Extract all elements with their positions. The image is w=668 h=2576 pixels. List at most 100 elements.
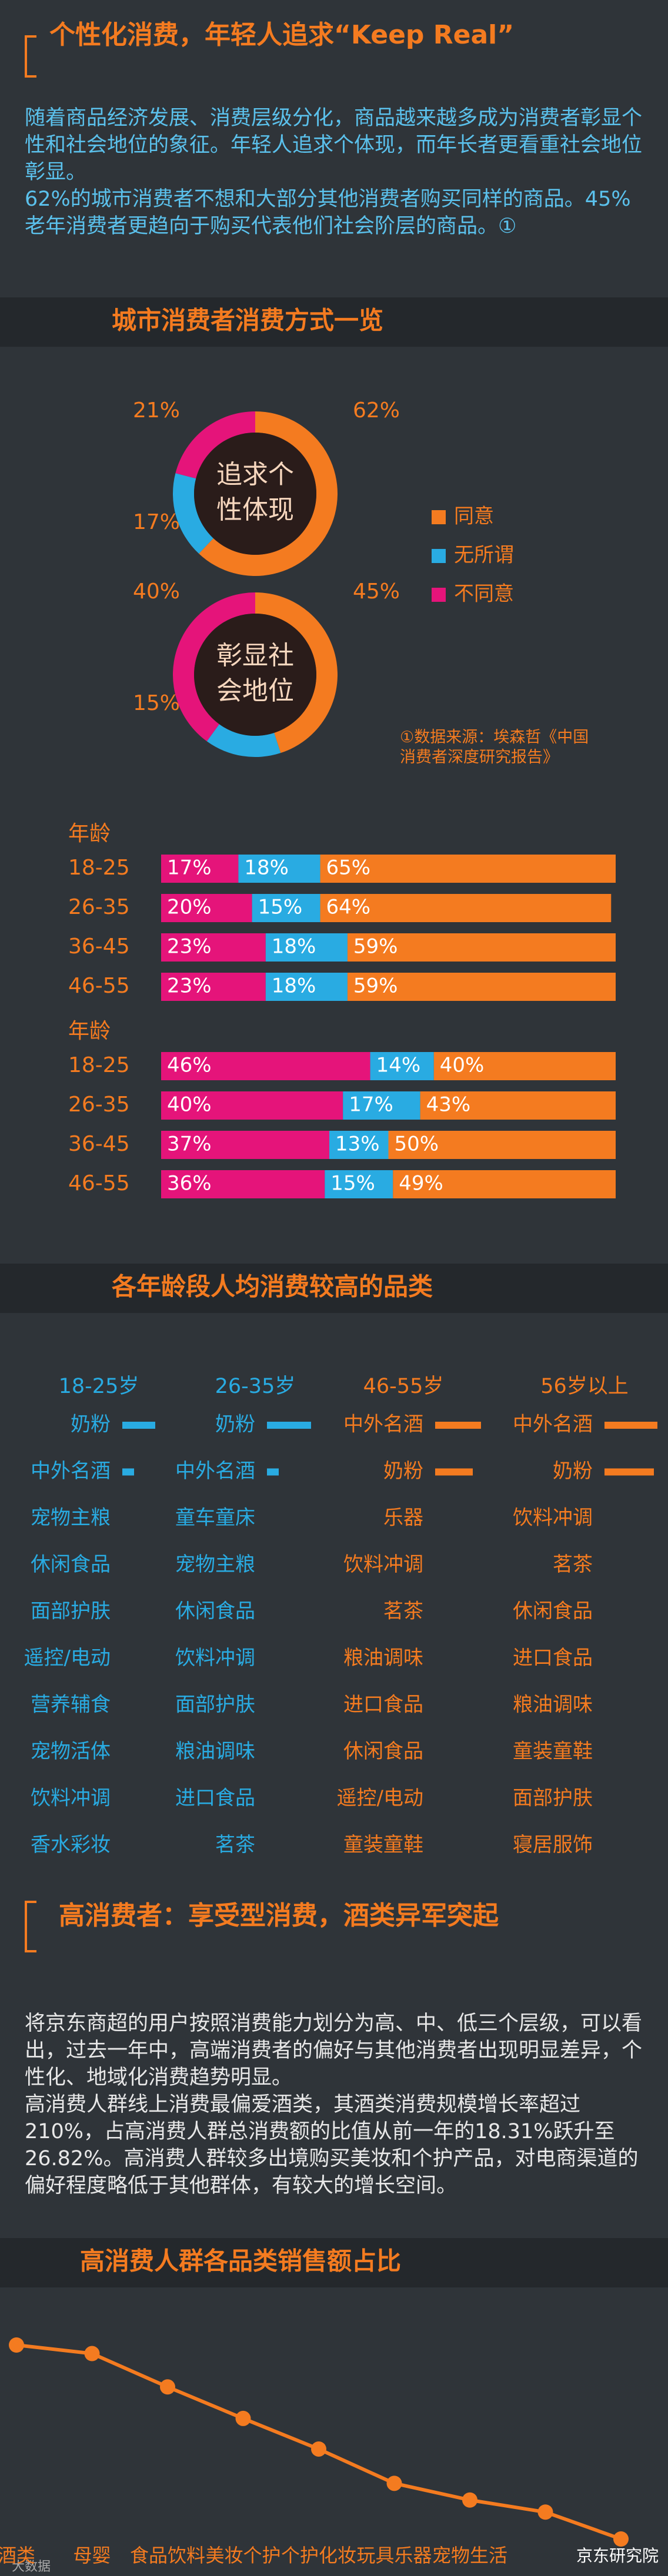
bar-segment xyxy=(343,1091,420,1120)
bar-segment xyxy=(265,933,348,962)
point xyxy=(311,2441,326,2457)
decor-bar xyxy=(122,1422,155,1429)
x-tick-label: 食品饮料 xyxy=(130,2544,205,2567)
category-item: 面部护肤 xyxy=(175,1693,255,1717)
category-item: 休闲食品 xyxy=(31,1553,111,1576)
body-text: 将京东商超的用户按照消费能力划分为高、中、低三个层级，可以看出，过去一年中，高端… xyxy=(25,2010,648,2199)
category-item: 宠物活体 xyxy=(31,1740,111,1763)
category-item: 中外名酒 xyxy=(513,1413,593,1436)
value-label: 23% xyxy=(167,974,212,998)
value-label: 13% xyxy=(335,1133,380,1156)
decor-bar xyxy=(267,1422,311,1429)
point xyxy=(160,2379,175,2395)
category-label: 26-35 xyxy=(68,895,130,919)
category-label: 36-45 xyxy=(68,934,130,959)
category-item: 茗茶 xyxy=(215,1833,255,1857)
value-label: 23% xyxy=(167,935,212,959)
legend-swatch xyxy=(432,510,446,524)
point xyxy=(386,2475,402,2491)
paragraph: 高消费人群线上消费最偏爱酒类，其酒类消费规模增长率超过210%，占高消费人群总消… xyxy=(25,2093,639,2198)
donut-slice xyxy=(255,592,338,753)
value-label: 21% xyxy=(133,398,180,423)
category-item: 奶粉 xyxy=(215,1413,255,1436)
category-item: 粮油调味 xyxy=(175,1740,255,1763)
category-label: 18-25 xyxy=(68,1053,130,1077)
value-label: 45% xyxy=(353,579,400,604)
category-item: 进口食品 xyxy=(513,1646,593,1670)
donut-center xyxy=(194,433,316,555)
category-item: 童装童鞋 xyxy=(343,1833,423,1857)
bar-segment xyxy=(161,933,266,962)
section-band xyxy=(0,297,668,347)
chart-title: 高消费人群各品类销售额占比 xyxy=(80,2247,401,2276)
category-item: 面部护肤 xyxy=(31,1600,111,1623)
bar-segment xyxy=(347,933,616,962)
bar-segment xyxy=(347,973,616,1001)
category-label: 26-35 xyxy=(68,1093,130,1117)
category-label: 36-45 xyxy=(68,1132,130,1156)
column-header: 18-25岁 xyxy=(59,1375,139,1398)
value-label: 15% xyxy=(330,1172,375,1195)
bar-segment xyxy=(433,1052,616,1080)
category-item: 饮料冲调 xyxy=(31,1787,111,1810)
category-item: 茗茶 xyxy=(383,1600,423,1623)
donut-label: 追求个 xyxy=(216,460,294,490)
bar-segment xyxy=(388,1131,616,1159)
legend-label: 无所谓 xyxy=(454,544,514,567)
category-item: 茗茶 xyxy=(553,1553,593,1576)
category-item: 饮料冲调 xyxy=(175,1646,255,1670)
category-item: 饮料冲调 xyxy=(513,1506,593,1530)
bar-segment xyxy=(238,855,320,883)
donut-slice xyxy=(199,411,338,576)
value-label: 40% xyxy=(167,1093,212,1117)
category-item: 休闲食品 xyxy=(513,1600,593,1623)
bar-segment xyxy=(161,855,239,883)
value-label: 43% xyxy=(426,1093,471,1117)
bar-segment xyxy=(161,1052,370,1080)
section-title: 高消费者：享受型消费，酒类异军突起 xyxy=(59,1901,499,1931)
category-item: 香水彩妆 xyxy=(31,1833,111,1857)
category-item: 乐器 xyxy=(383,1506,423,1530)
donut-slice xyxy=(175,411,255,479)
donut-label: 彰显社 xyxy=(216,641,294,671)
donut-slice xyxy=(172,473,213,554)
value-label: 46% xyxy=(167,1054,212,1077)
legend-swatch xyxy=(432,588,446,602)
bar-segment xyxy=(393,1170,616,1198)
legend-label: 不同意 xyxy=(454,582,514,606)
value-label: 20% xyxy=(167,896,212,919)
intro-title: 个性化消费，年轻人追求“Keep Real” xyxy=(49,20,514,50)
category-item: 童装童鞋 xyxy=(513,1740,593,1763)
value-label: 49% xyxy=(399,1172,443,1195)
category-item: 奶粉 xyxy=(383,1459,423,1483)
paragraph: 随着商品经济发展、消费层级分化，商品越来越多成为消费者彰显个性和社会地位的象征。… xyxy=(25,106,643,184)
category-item: 进口食品 xyxy=(175,1787,255,1810)
value-label: 18% xyxy=(244,856,289,880)
value-label: 50% xyxy=(395,1133,439,1156)
category-label: 46-55 xyxy=(68,974,130,998)
value-label: 36% xyxy=(167,1172,212,1195)
category-item: 粮油调味 xyxy=(513,1693,593,1717)
bar-segment xyxy=(320,855,616,883)
category-item: 饮料冲调 xyxy=(343,1553,423,1576)
bar-segment xyxy=(420,1091,616,1120)
category-item: 粮油调味 xyxy=(343,1646,423,1670)
value-label: 15% xyxy=(258,896,303,919)
section-band xyxy=(0,2238,668,2287)
watermark: 京东研究院 xyxy=(576,2546,659,2565)
donut-slice xyxy=(172,592,255,742)
value-label: 17% xyxy=(167,856,212,880)
decor-bar xyxy=(267,1468,279,1476)
point xyxy=(462,2492,477,2508)
column-header: 26-35岁 xyxy=(215,1375,296,1398)
point xyxy=(84,2346,100,2361)
category-item: 遥控/电动 xyxy=(337,1787,423,1810)
bar-segment xyxy=(252,894,320,922)
donut-label: 会地位 xyxy=(216,676,294,706)
category-item: 休闲食品 xyxy=(343,1740,423,1763)
value-label: 59% xyxy=(353,935,398,959)
section-title: 城市消费者消费方式一览 xyxy=(112,306,383,335)
category-label: 46-55 xyxy=(68,1171,130,1195)
decor-bar xyxy=(604,1468,654,1476)
